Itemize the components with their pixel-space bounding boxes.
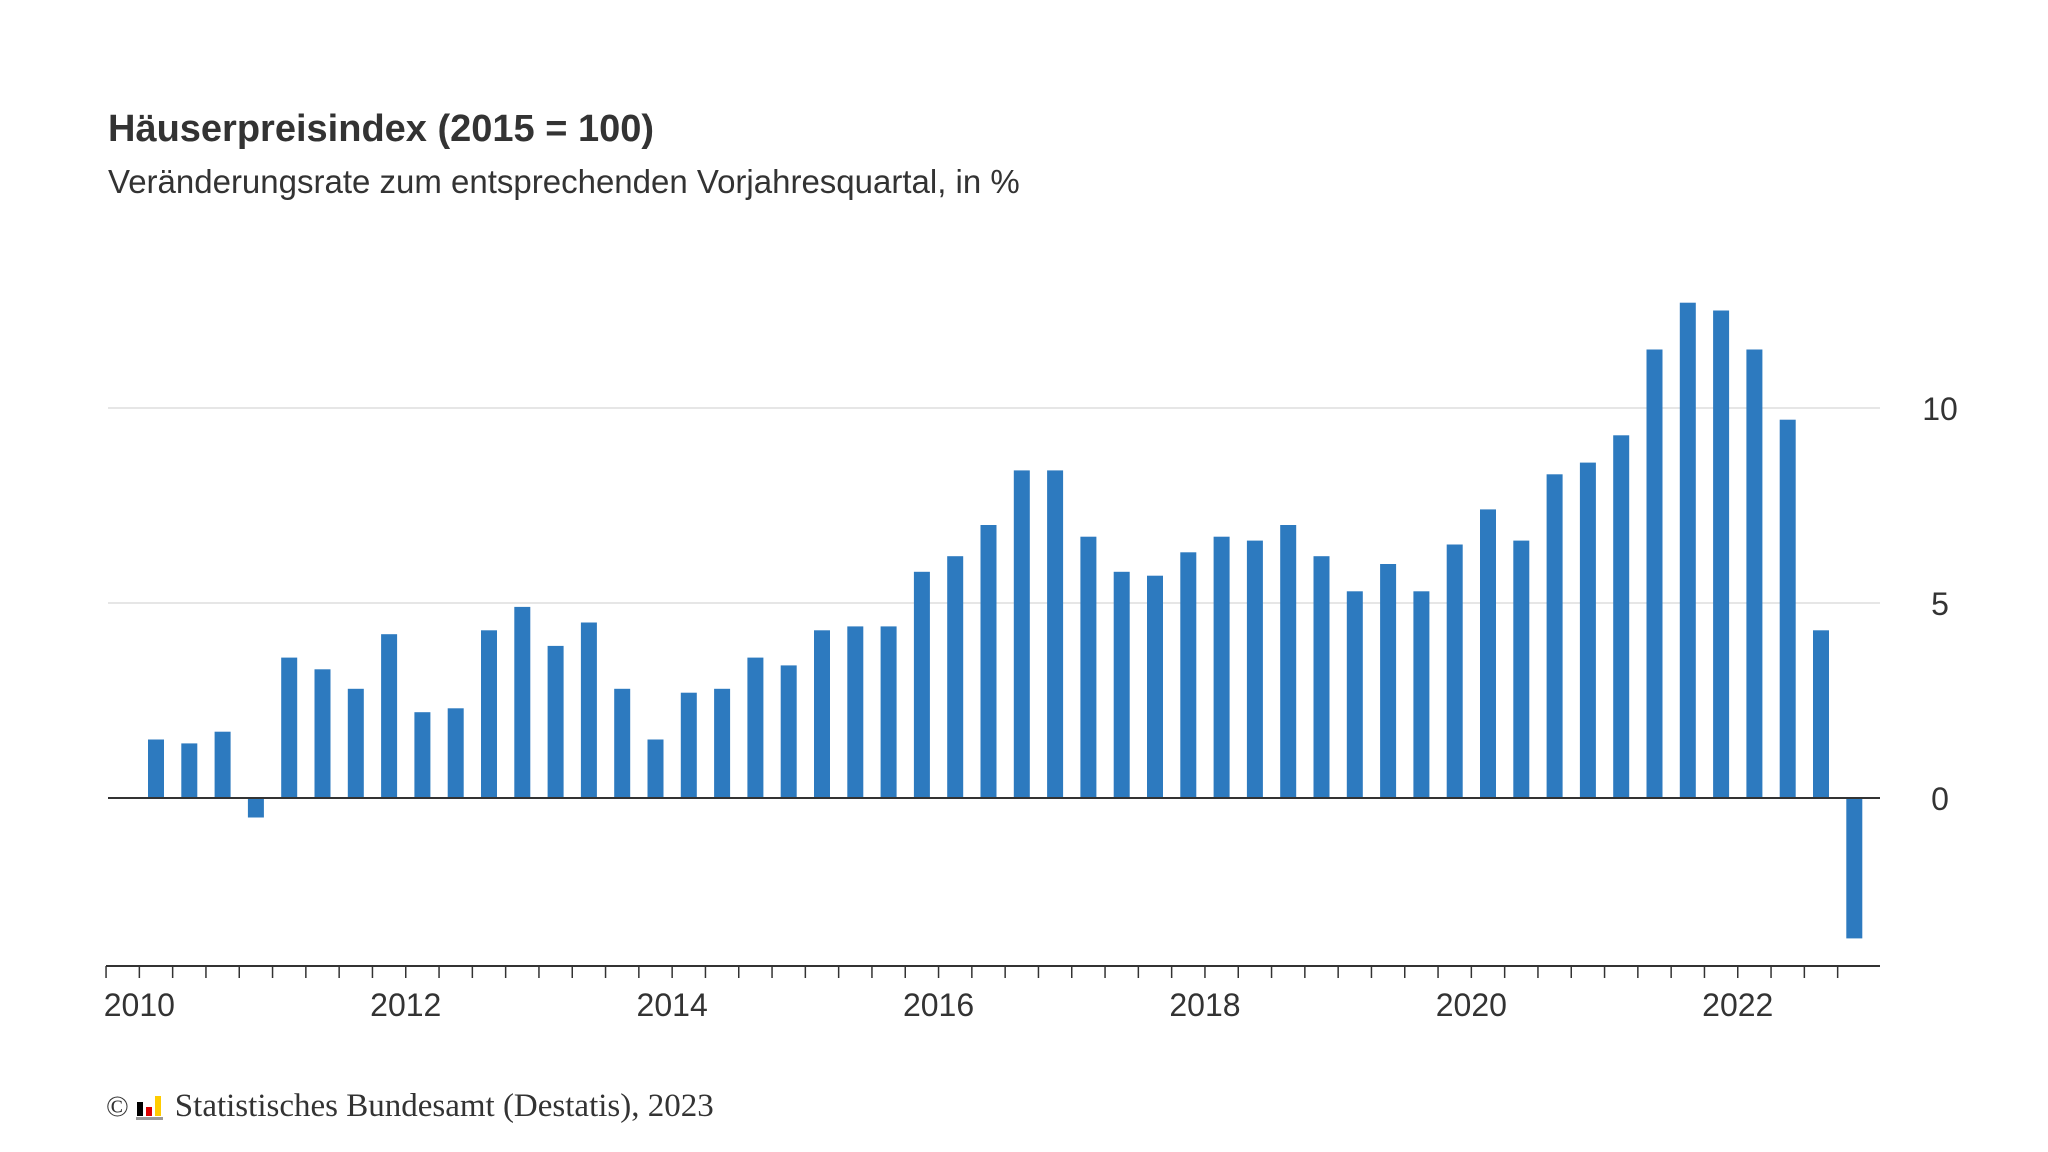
bar-2012-q2 xyxy=(447,708,464,798)
bar-2018-q3 xyxy=(1280,525,1297,798)
bar-2015-q2 xyxy=(847,626,864,798)
logo-bar-red xyxy=(145,1106,152,1116)
bar-2013-q2 xyxy=(580,622,597,798)
bar-2012-q4 xyxy=(514,606,531,798)
bar-2019-q1 xyxy=(1346,591,1363,798)
bar-2018-q2 xyxy=(1246,540,1263,798)
bar-2016-q1 xyxy=(947,556,964,798)
bar-2013-q4 xyxy=(647,739,664,798)
x-tick-label: 2014 xyxy=(637,987,708,1023)
logo-bar-gold xyxy=(154,1095,161,1116)
bar-2012-q3 xyxy=(481,630,497,798)
bar-2011-q4 xyxy=(381,634,398,798)
bar-2018-q1 xyxy=(1213,536,1230,798)
axes xyxy=(105,797,1880,978)
bar-2011-q1 xyxy=(281,657,298,798)
bar-2014-q3 xyxy=(747,657,764,798)
source-text: Statistisches Bundesamt (Destatis), 2023 xyxy=(174,1088,714,1124)
bar-2010-q3 xyxy=(214,731,231,798)
x-tick-label: 2012 xyxy=(370,987,441,1023)
bar-2016-q2 xyxy=(980,525,997,798)
bar-2011-q2 xyxy=(314,669,331,798)
bar-2022-q1 xyxy=(1746,349,1763,798)
bar-2010-q1 xyxy=(148,739,164,798)
bar-2020-q1 xyxy=(1480,509,1496,798)
bar-2015-q1 xyxy=(814,630,830,798)
bar-2021-q4 xyxy=(1713,310,1730,798)
destatis-logo-icon xyxy=(135,1095,163,1120)
bar-2018-q4 xyxy=(1313,556,1330,798)
bar-2010-q2 xyxy=(181,743,198,798)
x-tick-label: 2022 xyxy=(1702,987,1773,1023)
x-tick-label: 2018 xyxy=(1169,987,1240,1023)
bar-2017-q1 xyxy=(1080,536,1097,798)
bar-2015-q4 xyxy=(913,571,930,798)
bar-2014-q2 xyxy=(714,688,731,798)
bar-2013-q3 xyxy=(614,688,631,798)
bar-2016-q3 xyxy=(1013,470,1030,798)
bar-2017-q3 xyxy=(1147,575,1163,798)
chart-subtitle: Veränderungsrate zum entsprechenden Vorj… xyxy=(108,163,1020,200)
bar-2013-q1 xyxy=(547,645,564,798)
y-tick-label: 0 xyxy=(1931,781,1949,817)
bar-2015-q3 xyxy=(880,626,897,798)
bar-2021-q1 xyxy=(1613,435,1630,798)
bar-2014-q1 xyxy=(680,692,697,798)
bar-2019-q2 xyxy=(1380,564,1397,798)
logo-base xyxy=(135,1116,163,1120)
logo-bar-black xyxy=(136,1101,143,1116)
bar-2010-q4 xyxy=(247,798,264,818)
x-tick-label: 2020 xyxy=(1436,987,1507,1023)
y-tick-label: 5 xyxy=(1931,586,1949,622)
bar-2019-q4 xyxy=(1446,544,1463,798)
bar-2020-q4 xyxy=(1579,462,1596,798)
bar-2014-q4 xyxy=(780,665,797,798)
bar-2021-q2 xyxy=(1646,349,1663,798)
source-footer: © Statistisches Bundesamt (Destatis), 20… xyxy=(106,1088,714,1125)
bar-2012-q1 xyxy=(414,712,431,798)
bar-2020-q3 xyxy=(1546,474,1563,798)
x-tick-label: 2010 xyxy=(104,987,175,1023)
chart-title: Häuserpreisindex (2015 = 100) xyxy=(108,108,655,150)
bar-2011-q3 xyxy=(347,688,364,798)
bar-2017-q2 xyxy=(1113,571,1130,798)
bar-2022-q2 xyxy=(1779,419,1796,798)
bars xyxy=(148,302,1863,939)
x-tick-label: 2016 xyxy=(903,987,974,1023)
bar-2022-q3 xyxy=(1813,630,1829,798)
bar-2020-q2 xyxy=(1513,540,1530,798)
tick-labels: 0 5 10 2010 2012 2014 2016 2018 2020 2022 xyxy=(104,391,1958,1023)
bar-2021-q3 xyxy=(1679,302,1696,798)
bar-2019-q3 xyxy=(1413,591,1430,798)
copyright-symbol: © xyxy=(106,1089,129,1123)
bar-2016-q4 xyxy=(1047,470,1064,798)
y-tick-label: 10 xyxy=(1922,391,1958,427)
bar-2017-q4 xyxy=(1180,552,1197,798)
bar-2022-q4 xyxy=(1846,798,1863,939)
